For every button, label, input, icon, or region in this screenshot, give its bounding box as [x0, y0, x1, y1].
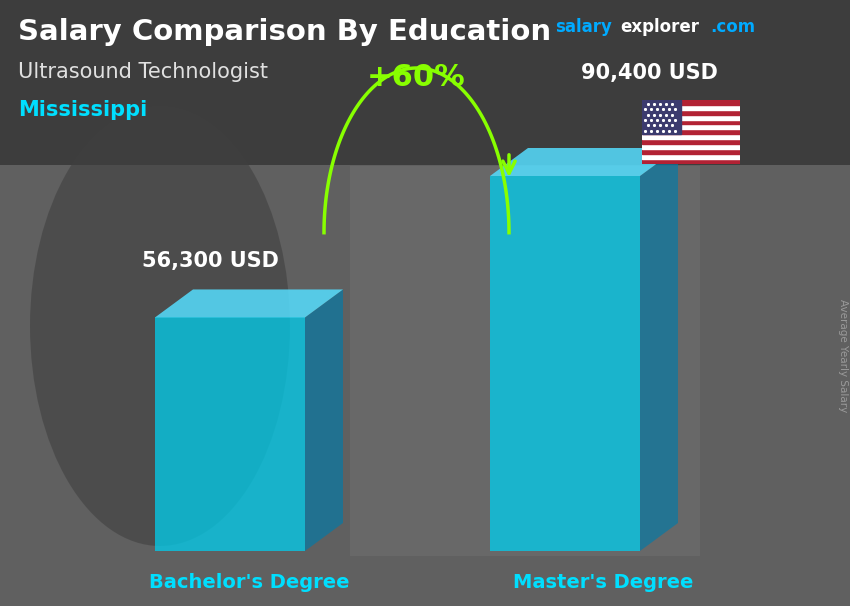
- Text: Master's Degree: Master's Degree: [513, 573, 694, 592]
- Polygon shape: [490, 148, 678, 176]
- Ellipse shape: [30, 106, 290, 546]
- Bar: [642, 139, 740, 144]
- Text: 56,300 USD: 56,300 USD: [142, 251, 279, 271]
- Text: salary: salary: [555, 18, 612, 36]
- Bar: [642, 115, 740, 119]
- Bar: [642, 144, 740, 149]
- Bar: [642, 149, 740, 154]
- Bar: [642, 159, 740, 164]
- Text: Bachelor's Degree: Bachelor's Degree: [149, 573, 349, 592]
- Bar: [642, 124, 740, 129]
- Bar: [0, 0, 850, 165]
- Polygon shape: [155, 290, 343, 318]
- Bar: [642, 100, 681, 135]
- Text: Mississippi: Mississippi: [18, 100, 147, 120]
- Bar: [642, 154, 740, 159]
- Bar: [350, 166, 700, 556]
- Text: Average Yearly Salary: Average Yearly Salary: [838, 299, 848, 413]
- Text: +60%: +60%: [367, 64, 466, 93]
- Text: explorer: explorer: [620, 18, 699, 36]
- Bar: [642, 110, 740, 115]
- Polygon shape: [155, 318, 305, 551]
- Text: Ultrasound Technologist: Ultrasound Technologist: [18, 62, 268, 82]
- Bar: [642, 105, 740, 110]
- Bar: [0, 165, 850, 606]
- Bar: [642, 100, 740, 105]
- Text: 90,400 USD: 90,400 USD: [581, 63, 717, 83]
- Polygon shape: [490, 176, 640, 551]
- Bar: [642, 135, 740, 139]
- Text: .com: .com: [710, 18, 755, 36]
- Text: Salary Comparison By Education: Salary Comparison By Education: [18, 18, 551, 46]
- Bar: [642, 119, 740, 124]
- Polygon shape: [640, 148, 678, 551]
- Bar: [642, 129, 740, 135]
- Polygon shape: [305, 290, 343, 551]
